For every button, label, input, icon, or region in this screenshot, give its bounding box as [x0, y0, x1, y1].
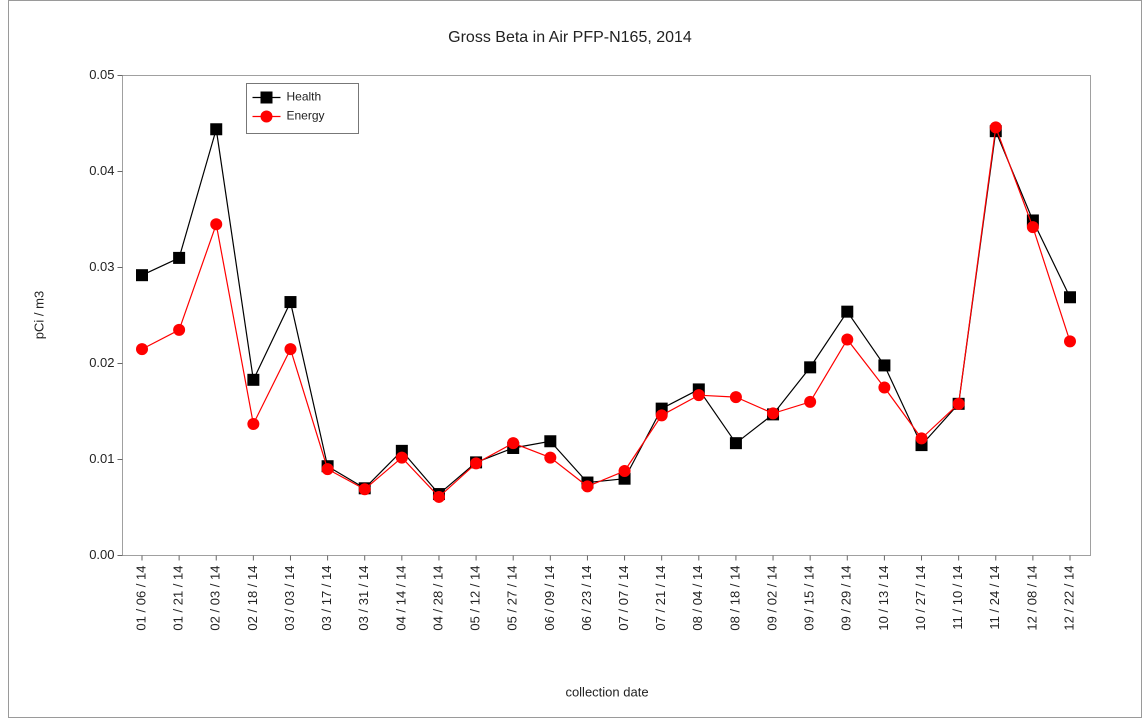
point	[729, 391, 742, 404]
point	[173, 323, 186, 336]
frame	[8, 0, 1142, 718]
point	[358, 483, 371, 496]
point	[210, 123, 223, 136]
x-tick-label: 08 / 18 / 14	[727, 566, 742, 631]
point	[581, 480, 594, 493]
point	[841, 305, 854, 318]
point	[210, 218, 223, 231]
point	[544, 451, 557, 464]
point	[544, 435, 557, 448]
point	[470, 457, 483, 470]
x-tick-label: 03 / 31 / 14	[356, 566, 371, 631]
x-tick-label: 04 / 28 / 14	[430, 566, 445, 631]
y-tick-label: 0.04	[89, 163, 114, 178]
point	[915, 432, 928, 445]
x-tick-label: 12 / 22 / 14	[1061, 566, 1076, 631]
point	[989, 121, 1002, 134]
y-tick-label: 0.01	[89, 451, 114, 466]
x-tick-label: 10 / 13 / 14	[876, 566, 891, 631]
x-tick-label: 02 / 03 / 14	[208, 566, 223, 631]
y-tick-label: 0.05	[89, 67, 114, 82]
x-tick-label: 03 / 17 / 14	[319, 566, 334, 631]
point	[247, 417, 260, 430]
legend-label: Health	[287, 90, 322, 104]
point	[247, 373, 260, 386]
point	[804, 361, 817, 374]
x-axis-label: collection date	[565, 684, 648, 699]
point	[432, 490, 445, 503]
y-tick-label: 0.00	[89, 547, 114, 562]
point	[618, 465, 631, 478]
legend-marker	[260, 91, 273, 104]
point	[692, 389, 705, 402]
point	[655, 409, 668, 422]
legend-marker	[260, 110, 273, 123]
x-tick-label: 04 / 14 / 14	[393, 566, 408, 631]
point	[284, 296, 297, 309]
point	[804, 395, 817, 408]
x-tick-label: 01 / 06 / 14	[133, 566, 148, 631]
x-tick-label: 09 / 29 / 14	[839, 566, 854, 631]
series-line	[141, 127, 1071, 498]
plot-area	[122, 75, 1091, 556]
x-tick-label: 08 / 04 / 14	[690, 566, 705, 631]
x-tick-label: 06 / 23 / 14	[579, 566, 594, 631]
x-tick-label: 07 / 07 / 14	[616, 566, 631, 631]
point	[878, 381, 891, 394]
x-tick-label: 06 / 09 / 14	[542, 566, 557, 631]
x-tick-label: 02 / 18 / 14	[245, 566, 260, 631]
point	[841, 333, 854, 346]
y-axis-label: pCi / m3	[31, 291, 46, 339]
point	[1026, 221, 1039, 234]
x-tick-label: 05 / 27 / 14	[505, 566, 520, 631]
point	[136, 269, 148, 282]
y-tick-label: 0.03	[89, 259, 114, 274]
point	[507, 437, 520, 450]
point	[952, 397, 965, 410]
x-tick-label: 07 / 21 / 14	[653, 566, 668, 631]
point	[136, 343, 148, 356]
x-tick-label: 05 / 12 / 14	[468, 566, 483, 631]
point	[729, 437, 742, 450]
point	[767, 407, 780, 420]
x-tick-label: 09 / 15 / 14	[802, 566, 817, 631]
chart-title: Gross Beta in Air PFP-N165, 2014	[448, 29, 692, 46]
series-line	[141, 128, 1071, 495]
point	[395, 451, 408, 464]
point	[878, 359, 891, 372]
x-tick-label: 03 / 03 / 14	[282, 566, 297, 631]
x-tick-label: 11 / 10 / 14	[950, 566, 965, 630]
point	[1064, 335, 1076, 348]
x-tick-label: 10 / 27 / 14	[913, 566, 928, 631]
x-tick-label: 12 / 08 / 14	[1024, 566, 1039, 631]
point	[321, 463, 334, 476]
x-tick-label: 01 / 21 / 14	[171, 566, 186, 631]
y-tick-label: 0.02	[89, 355, 114, 370]
x-tick-label: 09 / 02 / 14	[764, 566, 779, 631]
point	[1064, 291, 1076, 304]
legend-label: Energy	[287, 109, 325, 123]
x-tick-label: 11 / 24 / 14	[987, 566, 1002, 630]
point	[173, 251, 186, 264]
point	[284, 343, 297, 356]
